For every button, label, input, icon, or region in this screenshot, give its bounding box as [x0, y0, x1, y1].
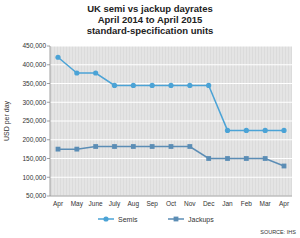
- y-tick-label: 350,000: [23, 80, 47, 87]
- x-tick-label: May: [71, 200, 84, 208]
- x-tick-label: Feb: [241, 200, 253, 207]
- y-axis-label: USD per day: [3, 100, 11, 141]
- marker: [74, 70, 79, 75]
- marker: [187, 144, 192, 149]
- marker: [244, 156, 249, 161]
- grid-line: [50, 139, 292, 140]
- tick-mark: [47, 158, 50, 159]
- x-tick-label: Mar: [260, 200, 272, 207]
- x-tick-label: Jan: [222, 200, 233, 207]
- y-tick-label: 50,000: [26, 192, 46, 199]
- marker: [225, 128, 230, 133]
- x-tick-label: Aug: [128, 200, 140, 208]
- grid-line: [50, 121, 292, 122]
- x-tick-label: Dec: [203, 200, 215, 207]
- marker: [281, 128, 286, 133]
- marker: [112, 144, 117, 149]
- y-tick-label: 450,000: [23, 42, 47, 49]
- title: UK semi vs jackup dayrates: [87, 3, 213, 14]
- grid-line: [50, 102, 292, 103]
- tick-mark: [47, 64, 50, 65]
- x-tick-label: Oct: [166, 200, 176, 207]
- grid-line: [50, 46, 292, 47]
- y-tick-label: 150,000: [23, 155, 47, 162]
- tick-mark: [47, 83, 50, 84]
- legend-label: Semis: [118, 216, 138, 223]
- marker: [206, 83, 211, 88]
- x-tick-label: Nov: [184, 200, 196, 207]
- source-note: SOURCE: IHS: [260, 229, 296, 235]
- series-line: [58, 57, 284, 130]
- tick-mark: [47, 139, 50, 140]
- chart: UK semi vs jackup dayratesApril 2014 to …: [0, 0, 300, 238]
- y-tick-label: 300,000: [23, 99, 47, 106]
- x-tick-label: June: [89, 200, 103, 207]
- marker: [112, 83, 117, 88]
- legend-marker: [174, 217, 179, 222]
- marker: [131, 144, 136, 149]
- marker: [169, 144, 174, 149]
- marker: [131, 83, 136, 88]
- y-tick-label: 100,000: [23, 174, 47, 181]
- grid-line: [50, 64, 292, 65]
- x-tick-label: Apr: [279, 200, 290, 208]
- marker: [244, 128, 249, 133]
- legend-label: Jackups: [188, 216, 214, 224]
- grid-line: [50, 177, 292, 178]
- subtitle: April 2014 to April 2015: [98, 14, 203, 25]
- x-tick-label: July: [109, 200, 121, 208]
- tick-mark: [47, 46, 50, 47]
- marker: [282, 164, 287, 169]
- marker: [93, 144, 98, 149]
- marker: [187, 83, 192, 88]
- y-tick-label: 250,000: [23, 117, 47, 124]
- tick-mark: [47, 102, 50, 103]
- x-axis: [50, 196, 292, 197]
- marker: [168, 83, 173, 88]
- y-axis: [50, 46, 51, 196]
- marker: [263, 128, 268, 133]
- series-group: [55, 55, 286, 169]
- grid-line: [50, 196, 292, 197]
- plot-area: [50, 46, 292, 196]
- marker: [225, 156, 230, 161]
- x-tick-label: Apr: [53, 200, 64, 208]
- series-line: [58, 147, 284, 167]
- x-tick-label: Sep: [146, 200, 158, 208]
- tick-mark: [47, 196, 50, 197]
- marker: [93, 70, 98, 75]
- y-tick-label: 200,000: [23, 136, 47, 143]
- marker: [74, 147, 79, 152]
- marker: [206, 156, 211, 161]
- y-tick-label: 400,000: [23, 61, 47, 68]
- marker: [55, 55, 60, 60]
- subtitle: standard-specification units: [87, 25, 214, 36]
- legend-marker: [103, 216, 108, 221]
- marker: [150, 144, 155, 149]
- tick-mark: [47, 121, 50, 122]
- marker: [263, 156, 268, 161]
- marker: [150, 83, 155, 88]
- tick-mark: [47, 177, 50, 178]
- marker: [56, 147, 61, 152]
